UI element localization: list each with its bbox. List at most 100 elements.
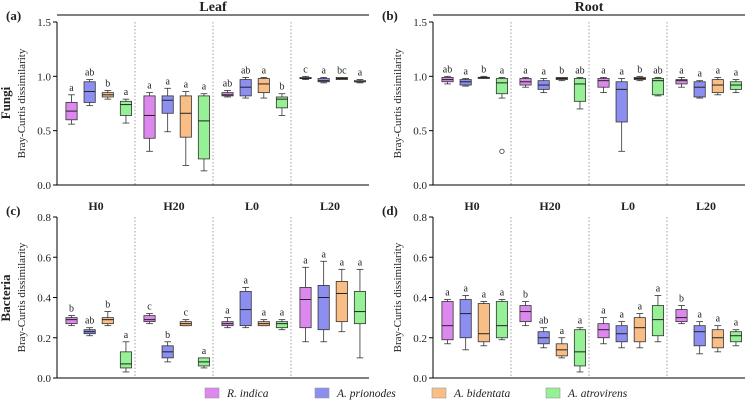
panel-1 xyxy=(429,21,745,186)
box-l0-s3 xyxy=(651,77,664,97)
y-tick-label: 1.0 xyxy=(413,71,427,83)
significance-letter: a xyxy=(541,67,546,78)
box-body xyxy=(317,78,330,83)
significance-letter: a xyxy=(445,288,450,299)
box-h0-s2 xyxy=(477,301,490,347)
significance-letter: a xyxy=(124,87,129,98)
box-h20-s3 xyxy=(573,77,586,110)
y-tick-label: 1.5 xyxy=(37,17,51,29)
group-label-h20: H20 xyxy=(163,199,184,213)
significance-letter: a xyxy=(69,83,74,94)
box-body xyxy=(335,280,348,323)
significance-letter: c xyxy=(184,308,189,319)
box-l20-s1 xyxy=(693,321,706,355)
box-h20-s1 xyxy=(161,87,174,133)
significance-letter: a xyxy=(202,82,207,93)
box-body xyxy=(143,315,156,323)
box-l0-s0 xyxy=(221,317,234,329)
box-h0-s1 xyxy=(459,78,472,87)
y-axis-label: Bray-Curtis dissimilarity xyxy=(392,48,404,158)
box-body xyxy=(651,305,664,337)
box-body xyxy=(597,78,610,88)
box-h0-s2 xyxy=(101,90,114,100)
box-h20-s0 xyxy=(143,313,156,325)
box-l0-s1 xyxy=(239,77,252,99)
box-body xyxy=(495,301,508,339)
box-l0-s3 xyxy=(275,319,288,331)
y-axis-label: Bray-Curtis dissimilarity xyxy=(16,242,28,352)
box-h20-s1 xyxy=(537,78,550,94)
box-body xyxy=(317,285,330,331)
y-tick-label: 0.5 xyxy=(413,126,427,138)
box-h0-s1 xyxy=(459,295,472,351)
significance-letter: ab xyxy=(85,316,94,327)
significance-letter: b xyxy=(105,78,110,89)
panel-3 xyxy=(429,216,745,379)
legend-label-2: A. bidentata xyxy=(453,388,510,400)
panel-letter: (a) xyxy=(6,8,21,23)
box-h20-s2 xyxy=(179,319,192,327)
y-tick-label: 0.6 xyxy=(37,252,51,264)
y-tick-label: 1.5 xyxy=(413,17,427,29)
significance-letter: a xyxy=(716,65,721,76)
box-h0-s3 xyxy=(495,77,508,154)
box-h0-s2 xyxy=(477,75,490,79)
group-label-l0: L0 xyxy=(245,199,259,213)
fungi-row-label: Fungi xyxy=(0,86,13,119)
significance-letter: a xyxy=(560,326,565,337)
significance-letter: b xyxy=(637,64,642,75)
box-h20-s2 xyxy=(555,337,568,359)
box-l20-s2 xyxy=(711,325,724,353)
box-h0-s3 xyxy=(119,98,132,124)
box-body xyxy=(459,299,472,339)
box-l0-s2 xyxy=(633,75,646,82)
box-body xyxy=(729,81,742,90)
box-body xyxy=(729,331,742,343)
box-l0-s2 xyxy=(633,313,646,349)
significance-letter: a xyxy=(619,310,624,321)
box-body xyxy=(711,79,724,94)
significance-letter: a xyxy=(321,249,326,260)
significance-letter: a xyxy=(321,65,326,76)
box-body xyxy=(693,81,706,98)
significance-letter: ab xyxy=(539,316,548,327)
legend-swatch-3 xyxy=(545,387,561,399)
box-l20-s2 xyxy=(711,77,724,96)
significance-letter: a xyxy=(734,318,739,329)
y-tick-label: 0.6 xyxy=(413,252,427,264)
box-body xyxy=(239,291,252,327)
significance-letter: a xyxy=(523,65,528,76)
y-tick-label: 0.2 xyxy=(413,333,427,345)
significance-letter: a xyxy=(463,283,468,294)
box-body xyxy=(239,79,252,97)
box-h20-s3 xyxy=(573,327,586,373)
box-h20-s3 xyxy=(197,93,210,172)
box-body xyxy=(693,325,706,347)
box-l0-s0 xyxy=(221,90,234,98)
significance-letter: a xyxy=(340,257,345,268)
box-h0-s3 xyxy=(119,341,132,373)
box-l20-s1 xyxy=(317,77,330,84)
box-l20-s1 xyxy=(317,260,330,343)
box-l20-s3 xyxy=(729,329,742,347)
significance-letter: bc xyxy=(337,65,347,76)
significance-letter: a xyxy=(184,80,189,91)
box-h0-s0 xyxy=(441,299,454,345)
significance-letter: a xyxy=(303,255,308,266)
significance-letter: a xyxy=(262,308,267,319)
y-tick-label: 0.5 xyxy=(37,126,51,138)
bacteria-row-label: Bacteria xyxy=(0,274,13,321)
box-body xyxy=(711,329,724,349)
box-l20-s1 xyxy=(693,80,706,99)
significance-letter: a xyxy=(358,257,363,268)
legend-swatch-1 xyxy=(314,387,330,399)
box-l20-s2 xyxy=(335,268,348,333)
box-body xyxy=(633,317,646,343)
box-body xyxy=(161,95,174,114)
significance-letter: a xyxy=(243,275,248,286)
panel-letter: (c) xyxy=(6,203,20,218)
panel-0 xyxy=(53,21,369,186)
y-tick-label: 1.0 xyxy=(37,71,51,83)
box-body xyxy=(477,303,490,343)
